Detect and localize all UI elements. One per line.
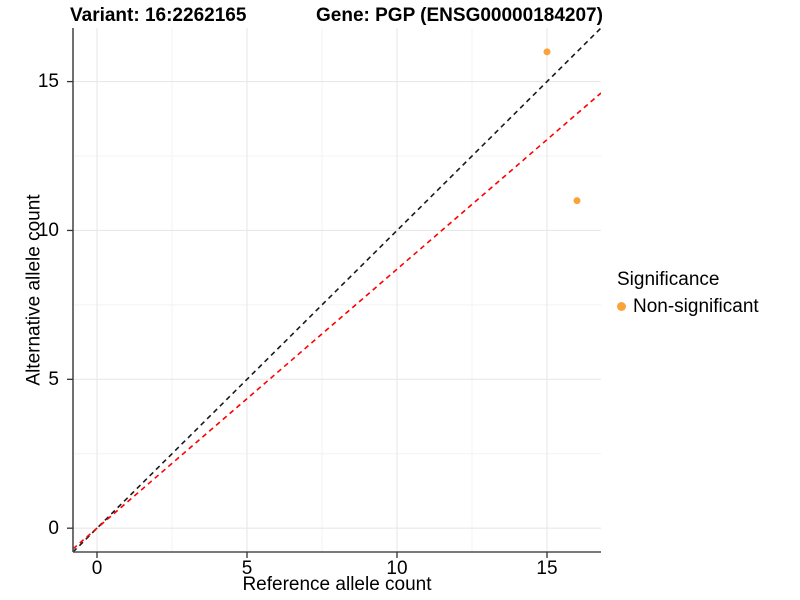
x-tick-label: 15 (536, 558, 558, 579)
plot-title-variant: Variant: 16:2262165 (70, 5, 247, 26)
data-point (573, 197, 581, 205)
legend-item: Non-significant (617, 295, 759, 319)
identity-line (73, 28, 601, 552)
data-point (543, 48, 551, 56)
legend-item-label: Non-significant (633, 295, 759, 317)
x-tick-label: 0 (91, 558, 103, 579)
x-tick-label: 10 (386, 558, 408, 579)
x-tick-label: 5 (241, 558, 253, 579)
y-tick-label: 0 (48, 517, 59, 539)
x-axis-title: Reference allele count (242, 574, 432, 595)
y-tick-label: 10 (37, 219, 59, 241)
plot-title-gene: Gene: PGP (ENSG00000184207) (316, 5, 603, 26)
legend-point-icon (617, 302, 626, 312)
y-tick-label: 15 (37, 71, 59, 93)
legend-title: Significance (617, 269, 720, 290)
y-tick-label: 5 (48, 368, 59, 390)
expected-ratio-line (73, 92, 601, 550)
legend: Significance Non-significant (617, 268, 759, 319)
